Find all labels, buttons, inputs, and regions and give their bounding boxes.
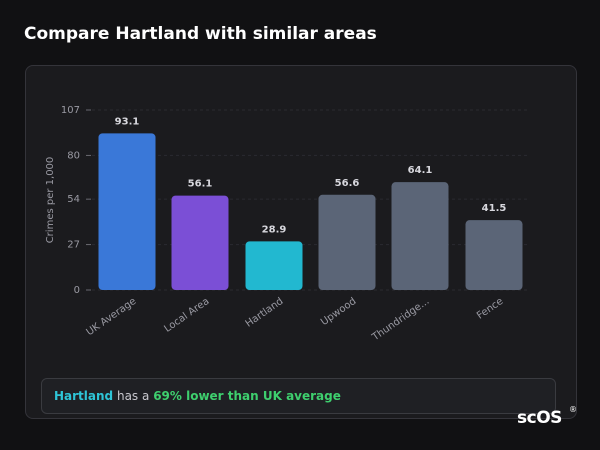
bar [318, 194, 376, 290]
bar [171, 195, 229, 290]
y-axis-label: Crimes per 1,000 [45, 157, 56, 244]
value-label: 93.1 [115, 116, 140, 127]
y-tick-label: 54 [67, 194, 80, 205]
y-tick-label: 80 [67, 150, 80, 161]
y-tick-label: 107 [61, 105, 80, 116]
bar [245, 241, 303, 290]
logo-mark: ® [569, 405, 577, 414]
summary-area: Hartland [54, 389, 114, 403]
y-tick-label: 0 [74, 285, 80, 296]
summary-text: has a [116, 389, 150, 403]
value-label: 56.6 [335, 178, 360, 189]
logo: scOS [517, 408, 562, 428]
summary-highlight: 69% lower than UK average [153, 389, 341, 403]
x-tick-label: Local Area [162, 296, 211, 335]
bar [465, 220, 523, 290]
bar [391, 182, 449, 290]
x-tick-label: Upwood [319, 296, 358, 328]
summary-box: Hartland has a 69% lower than UK average [41, 378, 556, 414]
value-label: 64.1 [408, 165, 433, 176]
value-label: 28.9 [262, 224, 287, 235]
value-label: 56.1 [188, 179, 213, 190]
x-tick-label: Hartland [244, 296, 286, 330]
x-tick-label: Thundridge... [370, 296, 432, 344]
bar [98, 133, 156, 290]
page-title: Compare Hartland with similar areas [24, 24, 377, 44]
x-tick-label: Fence [475, 296, 505, 322]
x-tick-label: UK Average [85, 296, 139, 338]
y-tick-label: 27 [67, 240, 80, 251]
value-label: 41.5 [482, 203, 507, 214]
